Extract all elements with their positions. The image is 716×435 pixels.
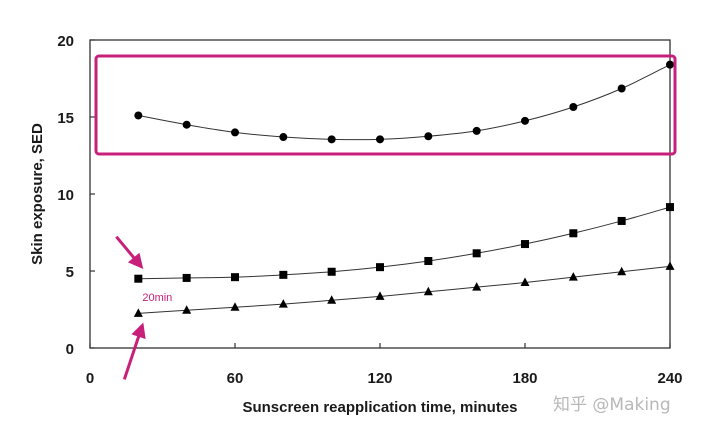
data-point (666, 60, 674, 69)
y-tick-label: 10 (57, 187, 74, 204)
y-tick-label: 5 (66, 264, 74, 281)
data-point (666, 203, 674, 212)
y-tick-label: 20 (57, 33, 74, 50)
plot-frame (89, 39, 671, 349)
series-triangle (133, 261, 675, 317)
data-point (327, 295, 337, 304)
data-point (472, 282, 482, 291)
data-point (472, 126, 481, 135)
arrow-to-square-start (115, 235, 144, 270)
data-point (472, 249, 481, 258)
data-point (424, 256, 433, 265)
y-axis-title: Skin exposure, SED (29, 123, 46, 265)
x-tick-label: 240 (657, 370, 682, 387)
data-point (521, 116, 529, 125)
data-point (569, 229, 578, 238)
data-point (133, 308, 143, 317)
series-line (138, 206, 671, 280)
data-point (134, 274, 143, 283)
y-tick-label: 15 (57, 110, 74, 127)
data-point (617, 84, 626, 93)
series-square (134, 203, 674, 283)
data-point (376, 263, 384, 272)
series-layer (133, 60, 675, 317)
watermark: 知乎 @Making (553, 395, 671, 415)
x-tick-label: 0 (86, 370, 94, 387)
series-line (138, 265, 671, 314)
x-tick-label: 60 (227, 370, 244, 387)
x-tick-label: 120 (367, 370, 392, 387)
data-point (423, 286, 433, 296)
data-point (231, 273, 239, 282)
axes: 0 60 120 180 240 0 5 10 15 20 (57, 33, 682, 387)
data-point (182, 120, 191, 129)
data-point (327, 267, 336, 276)
data-point (375, 291, 385, 300)
series-circle (134, 60, 674, 144)
data-point (520, 277, 530, 287)
data-point (521, 240, 529, 249)
data-point (230, 302, 240, 311)
data-point (376, 135, 384, 144)
x-tick-label: 180 (512, 370, 537, 387)
data-point (665, 261, 675, 270)
data-point (278, 299, 288, 308)
data-point (231, 128, 239, 137)
data-point (617, 216, 626, 225)
series-line (138, 64, 671, 141)
annotations: 20min (94, 54, 677, 380)
data-point (134, 111, 143, 120)
annotation-20min: 20min (142, 292, 172, 304)
data-point (182, 273, 191, 282)
data-point (617, 266, 627, 276)
data-point (279, 133, 288, 142)
data-point (279, 270, 288, 279)
highlight-box (94, 54, 677, 156)
data-point (569, 102, 578, 111)
data-point (568, 272, 578, 281)
x-axis-title: Sunscreen reapplication time, minutes (242, 399, 517, 416)
arrow-to-triangle-start (122, 322, 146, 380)
data-point (424, 132, 433, 141)
data-point (327, 135, 336, 144)
y-tick-label: 0 (66, 341, 74, 358)
data-point (182, 305, 192, 314)
